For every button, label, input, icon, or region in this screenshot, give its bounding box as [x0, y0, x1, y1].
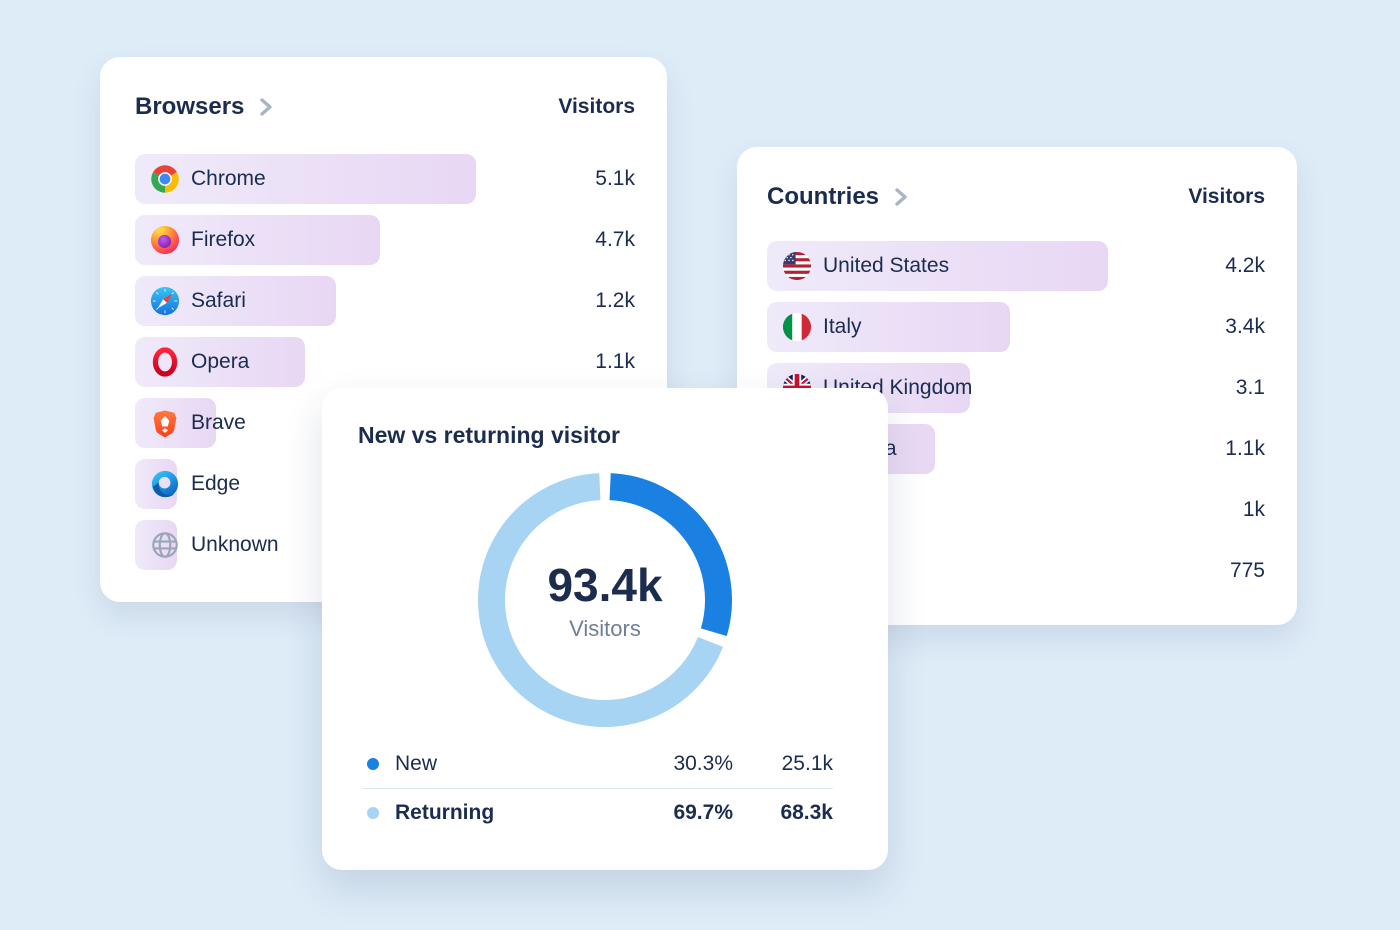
country-visitors-value: 3.4k: [1225, 315, 1265, 338]
browser-bar-pill: [135, 337, 305, 387]
browser-label: Firefox: [191, 228, 256, 251]
legend-percent: 30.3%: [673, 752, 733, 775]
country-row[interactable]: Italy 3.4k: [767, 302, 1265, 352]
browser-row[interactable]: Safari 1.2k: [135, 276, 635, 326]
returning-dot-icon: [367, 807, 379, 819]
opera-icon: [150, 347, 180, 377]
chevron-right-icon: [259, 97, 273, 117]
browser-label: Chrome: [191, 167, 266, 190]
country-visitors-value: 775: [1229, 559, 1265, 582]
legend-label: Returning: [395, 801, 495, 824]
browser-bar-pill: [135, 398, 216, 448]
country-visitors-value: 4.2k: [1225, 254, 1265, 277]
unknown-icon: [150, 530, 180, 560]
country-visitors-value: 1k: [1242, 498, 1265, 521]
browsers-title-link[interactable]: Browsers: [135, 93, 273, 121]
firefox-icon: [150, 225, 180, 255]
countries-card-title: Countries: [767, 183, 880, 210]
browser-label: Brave: [191, 411, 246, 434]
browser-row[interactable]: Unknown: [135, 520, 635, 570]
legend-value: 68.3k: [780, 801, 833, 824]
browser-label: Opera: [191, 350, 250, 373]
country-visitors-value: 1.1k: [1225, 437, 1265, 460]
safari-icon: [150, 286, 180, 316]
country-visitors-value: 3.1: [1235, 376, 1265, 399]
browser-row[interactable]: Chrome 5.1k: [135, 154, 635, 204]
browser-row[interactable]: Brave: [135, 398, 635, 448]
chevron-right-icon: [894, 187, 908, 207]
browser-visitors-value: 1.2k: [595, 289, 635, 312]
chrome-icon: [150, 164, 180, 194]
new-vs-returning-card: New vs returning visitor 93.4k Visitors …: [322, 388, 888, 870]
donut-segment-returning[interactable]: [478, 473, 724, 727]
brave-icon: [150, 408, 180, 438]
legend-divider: [362, 788, 833, 789]
country-row[interactable]: United States 4.2k: [767, 241, 1265, 291]
browsers-row-list: Chrome 5.1k Firefox 4.7k Safari 1.2k Opera 1.1k…: [135, 154, 635, 581]
country-label: Italy: [823, 315, 862, 338]
legend-value: 25.1k: [781, 752, 833, 775]
browser-row[interactable]: Opera 1.1k: [135, 337, 635, 387]
browser-bar-pill: [135, 154, 476, 204]
donut-chart-area: 93.4k Visitors: [475, 470, 735, 730]
new-vs-returning-title: New vs returning visitor: [358, 422, 621, 448]
legend-row-returning[interactable]: Returning 69.7% 68.3k: [362, 789, 833, 837]
donut-segment-new[interactable]: [609, 473, 732, 637]
browsers-card-title: Browsers: [135, 93, 245, 120]
browser-label: Edge: [191, 472, 241, 495]
browser-row[interactable]: Edge: [135, 459, 635, 509]
browser-visitors-value: 1.1k: [595, 350, 635, 373]
browsers-visitors-column-header: Visitors: [558, 95, 635, 118]
browser-label: Unknown: [191, 533, 279, 556]
countries-visitors-column-header: Visitors: [1188, 185, 1265, 208]
browser-visitors-value: 5.1k: [595, 167, 635, 190]
browsers-card-header: Browsers Visitors: [135, 91, 635, 123]
flag-italy-icon: [782, 312, 812, 342]
legend-row-new[interactable]: New 30.3% 25.1k: [362, 740, 833, 788]
countries-title-link[interactable]: Countries: [767, 183, 908, 211]
legend-label: New: [395, 752, 438, 775]
country-bar-pill: [767, 241, 1108, 291]
browser-visitors-value: 4.7k: [595, 228, 635, 251]
country-label: United States: [823, 254, 950, 277]
donut-legend: New 30.3% 25.1k Returning 69.7% 68.3k: [362, 740, 833, 837]
browser-row[interactable]: Firefox 4.7k: [135, 215, 635, 265]
flag-us-icon: [782, 251, 812, 281]
edge-icon: [150, 469, 180, 499]
browser-label: Safari: [191, 289, 246, 312]
countries-card-header: Countries Visitors: [767, 181, 1265, 213]
new-dot-icon: [367, 758, 379, 770]
donut-chart[interactable]: [475, 470, 735, 730]
legend-percent: 69.7%: [673, 801, 733, 824]
